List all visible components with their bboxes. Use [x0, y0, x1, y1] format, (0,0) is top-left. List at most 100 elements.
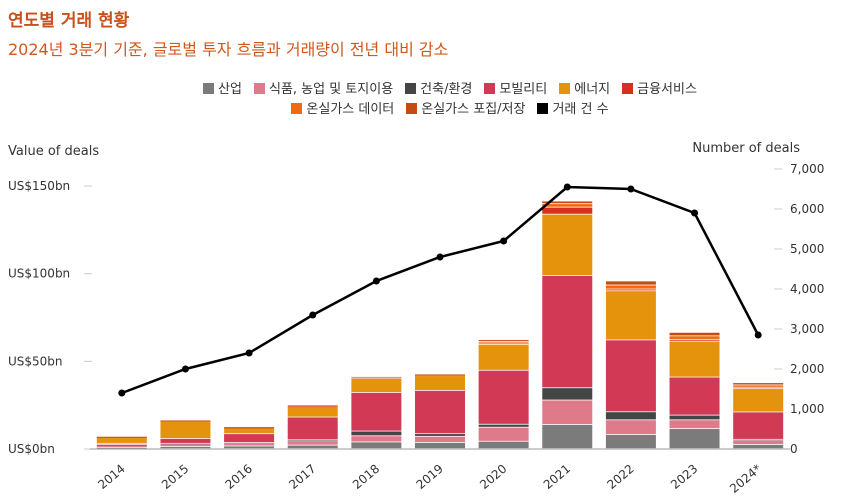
bar-segment: [542, 388, 593, 400]
bar-segment: [605, 420, 656, 435]
bar-segment: [669, 415, 720, 420]
bar-segment: [605, 291, 656, 340]
deal-count-point: [118, 389, 126, 397]
legend-item: 산업: [203, 80, 242, 100]
bar-segment: [669, 377, 720, 415]
legend-swatch: [537, 103, 549, 114]
legend-swatch: [622, 83, 634, 94]
legend-label: 건축/환경: [420, 82, 473, 97]
legend-item: 건축/환경: [405, 80, 472, 100]
y2-tick-label: 7,000: [790, 162, 824, 176]
legend-label: 모빌리티: [499, 82, 548, 97]
bar-segment: [224, 427, 275, 434]
legend-label: 온실가스 포집/저장: [421, 102, 526, 117]
legend-item: 거래 건 수: [537, 100, 609, 120]
bar-segment: [160, 421, 211, 422]
legend-swatch: [203, 83, 215, 94]
bar-segment: [605, 412, 656, 420]
legend-label: 온실가스 데이터: [306, 102, 395, 117]
legend-swatch: [291, 103, 303, 114]
bar-segment: [605, 285, 656, 289]
bar-segment: [542, 424, 593, 449]
deal-count-point: [500, 237, 508, 245]
y2-axis-label: Number of deals: [692, 141, 800, 156]
bar-segment: [351, 436, 402, 442]
bar-segment: [415, 390, 465, 434]
deal-count-line: [121, 185, 760, 395]
bar-segment: [733, 440, 784, 445]
bar-segment: [351, 379, 402, 393]
deal-count-point: [245, 349, 253, 357]
bar-segment: [669, 429, 720, 449]
bar-segment: [733, 439, 784, 441]
legend-item: 식품, 농업 및 토지이용: [253, 80, 393, 100]
bar-segment: [96, 444, 147, 446]
y-axis-label: Value of deals: [8, 144, 99, 159]
deal-count-point: [372, 277, 380, 285]
bar-segment: [669, 336, 720, 339]
bar-segment: [287, 445, 338, 449]
bar-segment: [542, 214, 593, 276]
bar-segment: [478, 424, 529, 427]
bar-segment: [478, 427, 529, 441]
bar-segment: [96, 436, 147, 438]
deal-count-point: [563, 183, 571, 191]
y2-tick-label: 2,000: [790, 362, 824, 376]
bar-segment: [224, 446, 275, 449]
bar-segment: [478, 341, 529, 343]
bar-segment: [287, 405, 338, 406]
x-tick-label: 2016: [223, 462, 255, 492]
bar-segment: [478, 441, 529, 449]
bar-segment: [96, 437, 147, 438]
deal-count-point: [181, 365, 189, 373]
legend-item: 온실가스 데이터: [291, 100, 394, 120]
bar-segment: [478, 344, 529, 370]
x-tick-label: 2023: [668, 462, 700, 492]
bar-segment: [605, 340, 656, 412]
deal-count-point: [627, 185, 635, 193]
legend-item: 에너지: [559, 80, 610, 100]
legend-label: 산업: [218, 82, 242, 97]
bar-segment: [669, 332, 720, 336]
bar-segment: [96, 448, 147, 449]
y-tick-label: US$100bn: [8, 267, 70, 281]
bar-segment: [160, 420, 211, 422]
bar-segment: [96, 443, 147, 445]
deal-count-point: [754, 331, 762, 339]
y2-tick-label: 6,000: [790, 202, 824, 216]
bar-segment: [733, 389, 784, 412]
bar-segment: [542, 204, 593, 207]
bar-segment: [415, 434, 465, 436]
bar-segment: [478, 339, 529, 341]
bar-segment: [415, 436, 465, 443]
bar-segment: [669, 339, 720, 341]
x-tick-label: 2024*: [727, 462, 764, 496]
bar-segment: [733, 444, 784, 449]
bar-segment: [351, 378, 402, 380]
bar-segment: [287, 406, 338, 417]
bar-segment: [351, 431, 402, 436]
bar-segment: [733, 412, 784, 439]
y2-tick-label: 0: [790, 442, 798, 456]
bar-segment: [415, 374, 465, 376]
bar-segment: [224, 443, 275, 446]
deal-count-point: [309, 311, 317, 319]
bar-segment: [669, 341, 720, 377]
bar-segment: [542, 207, 593, 214]
legend-swatch: [406, 103, 418, 114]
bar-segment: [415, 374, 465, 375]
y2-tick-label: 5,000: [790, 242, 824, 256]
chart-subtitle: 2024년 3분기 기준, 글로벌 투자 흐름과 거래량이 전년 대비 감소: [8, 40, 449, 59]
legend-item: 금융서비스: [622, 80, 697, 100]
legend-swatch: [559, 83, 571, 94]
x-tick-label: 2018: [350, 462, 382, 492]
legend-item: 모빌리티: [484, 80, 547, 100]
bar-segment: [160, 443, 211, 445]
bar-segment: [224, 434, 275, 443]
bar-segment: [415, 375, 465, 377]
bar-segment: [351, 442, 402, 449]
bar-segment: [478, 343, 529, 344]
x-tick-label: 2021: [541, 462, 573, 492]
bar-segment: [96, 445, 147, 448]
